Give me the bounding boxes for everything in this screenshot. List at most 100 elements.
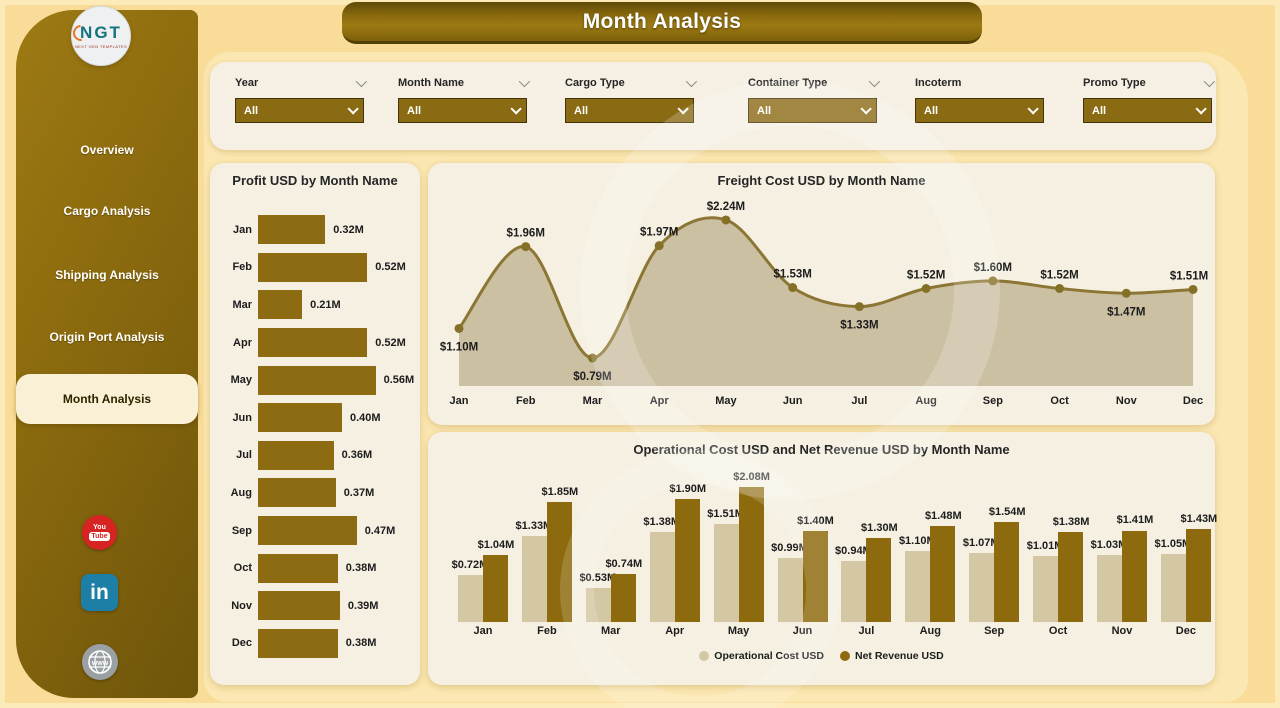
profit-row-oct: Oct 0.38M bbox=[216, 549, 416, 587]
net-revenue-usd-bar-feb[interactable] bbox=[546, 501, 572, 622]
sidebar-item-cargo-analysis[interactable]: Cargo Analysis bbox=[63, 204, 151, 218]
operational-cost-usd-bar-apr[interactable] bbox=[649, 532, 675, 622]
axis-label: Nov bbox=[231, 599, 252, 612]
chevron-down-icon[interactable] bbox=[518, 75, 531, 88]
data-label: $1.40M bbox=[797, 515, 834, 528]
net-revenue-usd-bar-apr[interactable] bbox=[674, 498, 700, 622]
operational-cost-usd-bar-jul[interactable] bbox=[841, 561, 867, 622]
data-point-may[interactable] bbox=[721, 215, 731, 225]
net-revenue-usd-bar-aug[interactable] bbox=[930, 525, 956, 622]
data-label: $1.03M bbox=[1090, 539, 1128, 552]
profit-bar[interactable] bbox=[258, 628, 338, 658]
filter-header: Promo Type bbox=[1083, 74, 1216, 92]
filter-selected-value: All bbox=[574, 104, 589, 117]
net-revenue-usd-bar-mar[interactable] bbox=[610, 573, 636, 622]
data-label: $1.33M bbox=[515, 519, 553, 532]
net-revenue-usd-bar-oct[interactable] bbox=[1058, 532, 1084, 622]
filter-dropdown-incoterm[interactable]: All bbox=[915, 98, 1044, 123]
profit-bar[interactable] bbox=[258, 365, 376, 395]
profit-bar[interactable] bbox=[258, 328, 368, 358]
net-revenue-usd-bar-nov[interactable] bbox=[1122, 530, 1147, 622]
axis-label: Jun bbox=[783, 395, 803, 407]
operational-cost-usd-bar-may[interactable] bbox=[713, 524, 739, 622]
profit-row-apr: Apr 0.52M bbox=[216, 324, 416, 362]
operational-cost-usd-bar-nov[interactable] bbox=[1097, 555, 1122, 622]
net-revenue-usd-bar-sep[interactable] bbox=[994, 522, 1020, 622]
axis-label: Nov bbox=[1116, 395, 1138, 407]
filter-dropdown-month-name[interactable]: All bbox=[398, 98, 527, 123]
profit-bar-chart: Jan 0.32M Feb 0.52M Mar 0.21M Apr 0.52M May 0.56M… bbox=[216, 211, 416, 662]
axis-label: Jan bbox=[473, 625, 493, 637]
profit-row-aug: Aug 0.37M bbox=[216, 474, 416, 512]
filter-dropdown-year[interactable]: All bbox=[235, 98, 364, 123]
legend-item-operational-cost-usd[interactable]: Operational Cost USD bbox=[699, 650, 824, 662]
filter-selected-value: All bbox=[244, 104, 259, 117]
profit-bar[interactable] bbox=[258, 516, 357, 546]
axis-label: Dec bbox=[231, 637, 252, 650]
filter-cargo-type: Cargo Type All bbox=[565, 74, 698, 123]
profit-bar[interactable] bbox=[258, 591, 340, 621]
operational-cost-usd-bar-sep[interactable] bbox=[969, 552, 995, 622]
chevron-down-icon bbox=[510, 102, 522, 115]
profit-bar[interactable] bbox=[258, 478, 336, 508]
data-label: $1.47M bbox=[1107, 306, 1145, 318]
filter-bar: Year All Month Name All Cargo Type All Contain… bbox=[210, 62, 1216, 150]
data-point-oct[interactable] bbox=[1055, 284, 1065, 294]
linkedin-icon[interactable]: in bbox=[81, 574, 118, 611]
data-label: 0.47M bbox=[364, 524, 396, 537]
filter-dropdown-promo-type[interactable]: All bbox=[1083, 98, 1212, 123]
profit-bar[interactable] bbox=[258, 553, 338, 583]
chevron-down-icon[interactable] bbox=[355, 75, 368, 88]
axis-label: May bbox=[727, 625, 750, 637]
data-point-jul[interactable] bbox=[854, 302, 864, 312]
data-point-jun[interactable] bbox=[788, 283, 798, 293]
data-point-apr[interactable] bbox=[654, 241, 664, 251]
operational-cost-usd-bar-jun[interactable] bbox=[777, 557, 803, 622]
axis-label: Oct bbox=[1048, 625, 1068, 637]
freight-area-chart[interactable]: $1.10M Jan $1.96M Feb $0.79M Mar $1.97M Apr $2.2… bbox=[428, 195, 1215, 417]
axis-label: Feb bbox=[232, 261, 252, 274]
chevron-down-icon[interactable] bbox=[868, 75, 881, 88]
profit-bar[interactable] bbox=[258, 290, 303, 320]
sidebar-item-overview[interactable]: Overview bbox=[80, 143, 134, 157]
sidebar-item-month-analysis[interactable]: Month Analysis bbox=[16, 374, 198, 424]
data-point-mar[interactable] bbox=[587, 353, 597, 363]
net-revenue-usd-bar-may[interactable] bbox=[738, 487, 764, 622]
operational-cost-usd-bar-aug[interactable] bbox=[905, 550, 931, 622]
profit-bar[interactable] bbox=[258, 403, 342, 433]
sidebar-item-shipping-analysis[interactable]: Shipping Analysis bbox=[55, 268, 159, 282]
chevron-down-icon[interactable] bbox=[1203, 75, 1216, 88]
operational-cost-usd-bar-jan[interactable] bbox=[458, 575, 483, 622]
operational-cost-usd-bar-oct[interactable] bbox=[1033, 556, 1059, 622]
data-point-aug[interactable] bbox=[921, 284, 931, 294]
data-point-sep[interactable] bbox=[988, 276, 998, 286]
profit-bar[interactable] bbox=[258, 252, 368, 282]
filter-dropdown-container-type[interactable]: All bbox=[748, 98, 877, 123]
youtube-icon[interactable]: You Tube bbox=[82, 515, 117, 550]
net-revenue-usd-bar-jun[interactable] bbox=[802, 531, 828, 622]
profit-bar[interactable] bbox=[258, 440, 334, 470]
freight-cost-card: Freight Cost USD by Month Name $1.10M Jan… bbox=[428, 163, 1215, 425]
operational-cost-usd-bar-dec[interactable] bbox=[1160, 553, 1186, 622]
filter-label: Promo Type bbox=[1083, 77, 1146, 89]
legend-dot bbox=[839, 651, 850, 661]
data-point-dec[interactable] bbox=[1188, 284, 1198, 294]
filter-dropdown-cargo-type[interactable]: All bbox=[565, 98, 694, 123]
net-revenue-usd-bar-jan[interactable] bbox=[483, 554, 508, 622]
data-label: $1.43M bbox=[1180, 513, 1218, 526]
page-title-banner: Month Analysis bbox=[342, 2, 982, 44]
net-revenue-usd-bar-dec[interactable] bbox=[1185, 529, 1211, 622]
chevron-down-icon[interactable] bbox=[685, 75, 698, 88]
operational-cost-usd-bar-mar[interactable] bbox=[585, 587, 611, 622]
profit-chart-title: Profit USD by Month Name bbox=[232, 173, 398, 188]
data-point-jan[interactable] bbox=[454, 323, 464, 333]
profit-bar[interactable] bbox=[258, 215, 326, 245]
website-globe-icon[interactable]: www bbox=[82, 644, 118, 680]
sidebar-item-origin-port-analysis[interactable]: Origin Port Analysis bbox=[49, 330, 165, 344]
axis-label: Jul bbox=[858, 625, 875, 637]
data-point-feb[interactable] bbox=[521, 242, 531, 252]
operational-cost-usd-bar-feb[interactable] bbox=[521, 535, 547, 622]
net-revenue-usd-bar-jul[interactable] bbox=[866, 537, 892, 622]
legend-item-net-revenue-usd[interactable]: Net Revenue USD bbox=[839, 650, 944, 662]
data-point-nov[interactable] bbox=[1121, 288, 1131, 298]
